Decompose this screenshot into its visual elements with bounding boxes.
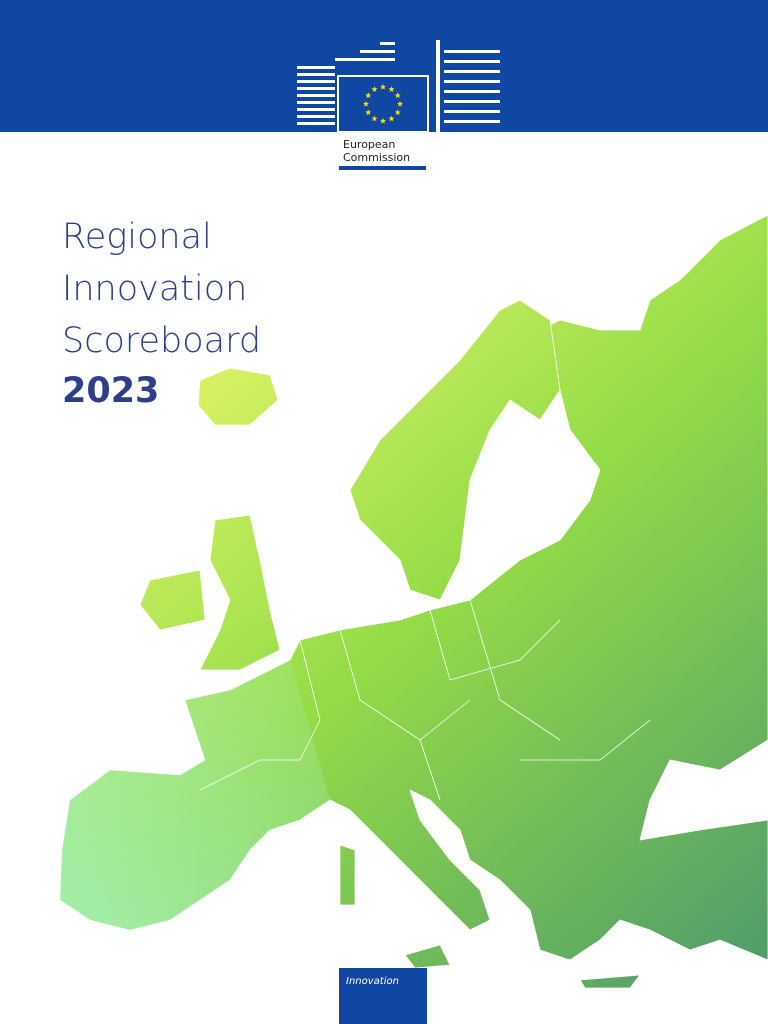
star — [371, 115, 378, 122]
title-line: Innovation — [62, 269, 247, 309]
star — [365, 109, 372, 116]
europe-map — [59, 214, 768, 989]
tag-label: Innovation — [346, 976, 399, 987]
logo-text: European — [343, 138, 395, 151]
star — [380, 83, 386, 90]
logo-building — [297, 40, 500, 132]
logo-text: Commission — [343, 151, 410, 164]
title-line: Scoreboard — [62, 321, 261, 361]
star — [380, 117, 386, 124]
title-line: Regional — [62, 217, 212, 257]
logo-underline — [339, 166, 426, 170]
star — [388, 115, 395, 122]
title-year: 2023 — [62, 371, 159, 411]
star — [388, 86, 395, 92]
star — [365, 92, 372, 99]
star — [371, 86, 378, 92]
star — [363, 100, 369, 107]
star — [394, 92, 401, 99]
flag-stars — [363, 83, 403, 124]
star — [394, 109, 401, 116]
tag-box — [339, 968, 427, 1024]
star — [397, 100, 403, 107]
